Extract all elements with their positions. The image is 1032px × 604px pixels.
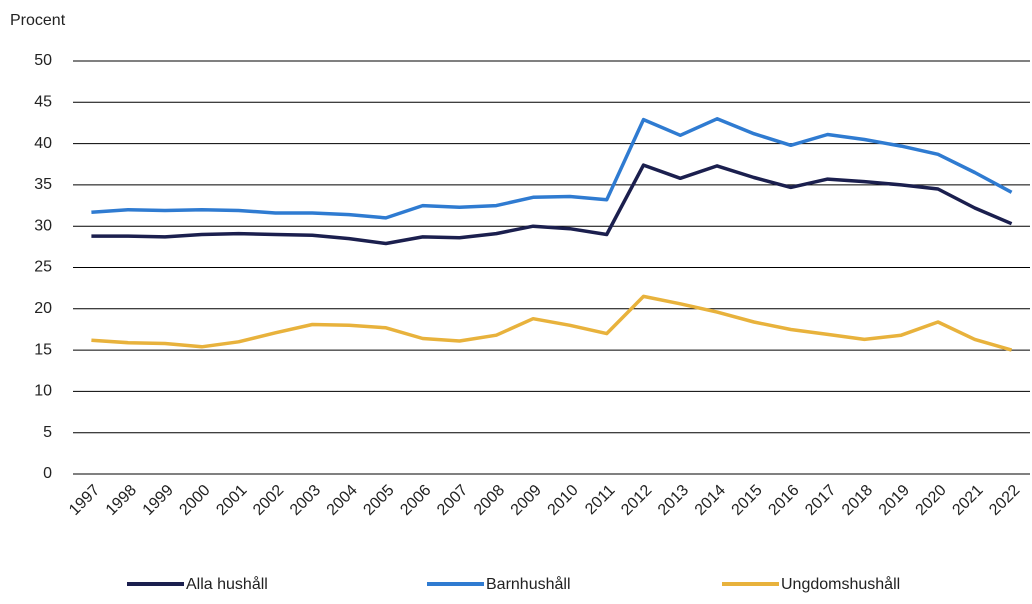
x-tick-label: 2005	[360, 482, 397, 519]
x-tick-label: 2018	[839, 482, 876, 519]
legend-label: Alla hushåll	[186, 575, 268, 593]
legend-label: Barnhushåll	[486, 575, 571, 593]
y-tick-label: 50	[34, 52, 52, 69]
series-line	[91, 294, 1013, 352]
x-tick-label: 2014	[692, 482, 729, 519]
y-tick-label: 15	[34, 341, 52, 358]
x-tick-label: 2020	[913, 482, 950, 519]
x-tick-label: 2008	[471, 482, 508, 519]
y-tick-label: 30	[34, 217, 52, 234]
x-tick-label: 2001	[213, 482, 250, 519]
series-line	[91, 163, 1013, 246]
y-tick-label: 5	[43, 424, 52, 441]
series-line	[91, 117, 1013, 220]
legend-label: Ungdomshushåll	[781, 575, 900, 593]
y-tick-label: 45	[34, 94, 52, 111]
x-tick-label: 2004	[324, 482, 361, 519]
x-tick-label: 2012	[618, 482, 655, 519]
y-tick-label: 10	[34, 383, 52, 400]
y-axis-label: Procent	[10, 12, 66, 29]
x-tick-label: 2017	[802, 482, 839, 519]
x-tick-label: 2002	[250, 482, 287, 519]
x-tick-label: 2022	[986, 482, 1023, 519]
x-tick-label: 2013	[655, 482, 692, 519]
y-tick-label: 20	[34, 300, 52, 317]
x-tick-label: 2010	[545, 482, 582, 519]
x-tick-label: 2003	[287, 482, 324, 519]
y-tick-label: 40	[34, 135, 52, 152]
x-tick-label: 2021	[949, 482, 986, 519]
x-tick-label: 2019	[876, 482, 913, 519]
x-tick-label: 2006	[397, 482, 434, 519]
x-tick-label: 1999	[140, 482, 177, 519]
x-tick-label: 1997	[66, 482, 103, 519]
y-tick-label: 35	[34, 176, 52, 193]
x-tick-label: 2009	[508, 482, 545, 519]
x-tick-label: 2015	[729, 482, 766, 519]
y-tick-label: 25	[34, 259, 52, 276]
x-tick-label: 2011	[582, 482, 618, 518]
x-tick-label: 1998	[103, 482, 140, 519]
x-tick-label: 2016	[765, 482, 802, 519]
x-tick-label: 2007	[434, 482, 471, 519]
x-tick-label: 2000	[176, 482, 213, 519]
y-tick-label: 0	[43, 465, 52, 482]
